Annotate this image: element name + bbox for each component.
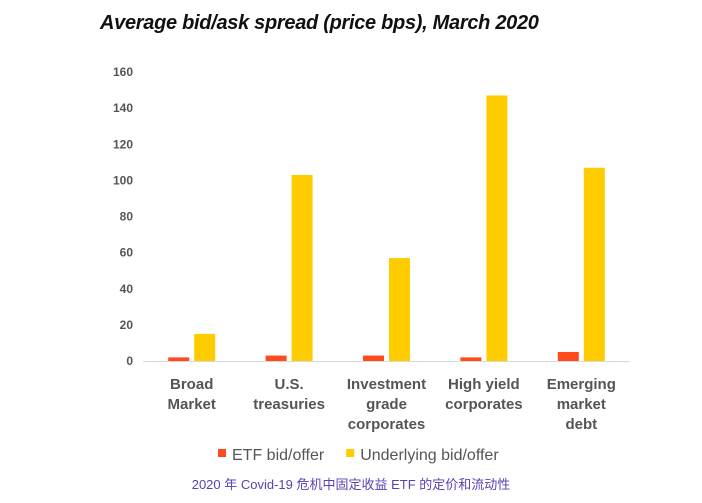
y-tick-label: 0 [126, 354, 133, 368]
y-tick-label: 60 [120, 246, 134, 260]
bar-etf [557, 351, 579, 361]
x-category-label: corporates [348, 416, 426, 433]
legend-label: Underlying bid/offer [360, 447, 499, 464]
bar-etf [460, 357, 482, 361]
y-tick-label: 100 [113, 173, 133, 187]
y-tick-label: 160 [113, 65, 133, 79]
x-category-label: market [557, 396, 606, 413]
x-category-label: corporates [445, 396, 523, 413]
legend-swatch [346, 449, 355, 457]
x-category-label: Emerging [547, 376, 616, 393]
y-tick-label: 140 [113, 101, 133, 115]
x-category-label: treasuries [253, 396, 325, 413]
y-tick-label: 20 [120, 318, 134, 332]
x-category-label: High yield [448, 376, 520, 393]
bar-etf [265, 355, 287, 361]
caption[interactable]: 2020 年 Covid-19 危机中固定收益 ETF 的定价和流动性 [191, 477, 511, 492]
x-category-label: Market [168, 396, 216, 413]
legend-label: ETF bid/offer [232, 447, 325, 464]
y-tick-label: 40 [120, 282, 134, 296]
bar-underlying [291, 174, 313, 361]
chart-title: Average bid/ask spread (price bps), Marc… [100, 12, 539, 34]
x-category-label: U.S. [275, 376, 304, 393]
x-category-label: Investment [347, 376, 426, 393]
bar-underlying [583, 167, 605, 361]
bar-etf [168, 357, 190, 361]
y-tick-label: 120 [113, 137, 133, 151]
y-tick-label: 80 [120, 210, 134, 224]
x-category-label: grade [366, 396, 407, 413]
legend-swatch [218, 449, 226, 457]
x-category-label: debt [565, 416, 597, 433]
bar-underlying [194, 333, 216, 361]
bar-etf [363, 355, 384, 361]
bar-underlying [486, 95, 508, 361]
x-category-label: Broad [170, 376, 213, 393]
bar-underlying [389, 258, 410, 361]
